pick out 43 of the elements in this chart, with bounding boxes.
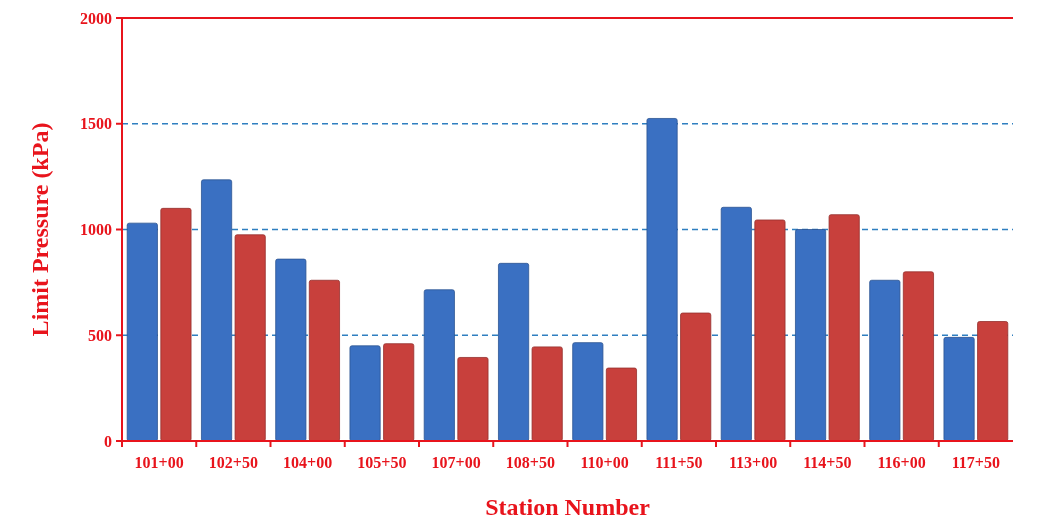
y-tick-label: 1000 xyxy=(80,221,112,239)
bar xyxy=(680,312,712,442)
x-tick-label: 105+50 xyxy=(357,454,407,471)
bar xyxy=(308,279,340,442)
x-tick-label: 111+50 xyxy=(655,454,703,471)
bar xyxy=(605,367,637,442)
x-axis-title: Station Number xyxy=(485,494,651,520)
bar xyxy=(754,219,786,442)
bar xyxy=(201,179,233,442)
y-tick-label: 500 xyxy=(88,326,112,344)
y-tick-label: 2000 xyxy=(80,9,112,27)
bar xyxy=(902,271,934,442)
bar xyxy=(126,222,158,442)
x-tick-label: 117+50 xyxy=(951,454,1000,471)
x-tick-label: 104+00 xyxy=(283,454,333,471)
y-tick-label: 1500 xyxy=(80,115,112,133)
bar xyxy=(572,342,604,442)
bar xyxy=(646,118,678,442)
bar xyxy=(423,289,455,442)
y-tick-label: 0 xyxy=(104,432,112,450)
x-tick-label: 108+50 xyxy=(505,454,555,471)
bar xyxy=(498,262,530,442)
bar xyxy=(234,234,266,442)
bar xyxy=(720,206,752,442)
bar xyxy=(160,207,192,442)
x-tick-label: 116+00 xyxy=(877,454,926,471)
bar xyxy=(457,357,489,442)
bar xyxy=(531,346,563,442)
x-tick-label: 110+00 xyxy=(580,454,629,471)
bar xyxy=(869,279,901,442)
x-tick-label: 114+50 xyxy=(803,454,852,471)
bar xyxy=(977,321,1009,442)
x-tick-label: 113+00 xyxy=(729,454,778,471)
bar xyxy=(943,336,975,442)
bar xyxy=(828,214,860,442)
x-tick-label: 107+00 xyxy=(431,454,481,471)
y-axis-title: Limit Pressure (kPa) xyxy=(27,122,53,337)
bar xyxy=(383,343,415,442)
x-tick-label: 102+50 xyxy=(208,454,258,471)
bar xyxy=(275,258,307,442)
bar xyxy=(349,345,381,442)
x-tick-label: 101+00 xyxy=(134,454,184,471)
bar xyxy=(795,229,827,442)
